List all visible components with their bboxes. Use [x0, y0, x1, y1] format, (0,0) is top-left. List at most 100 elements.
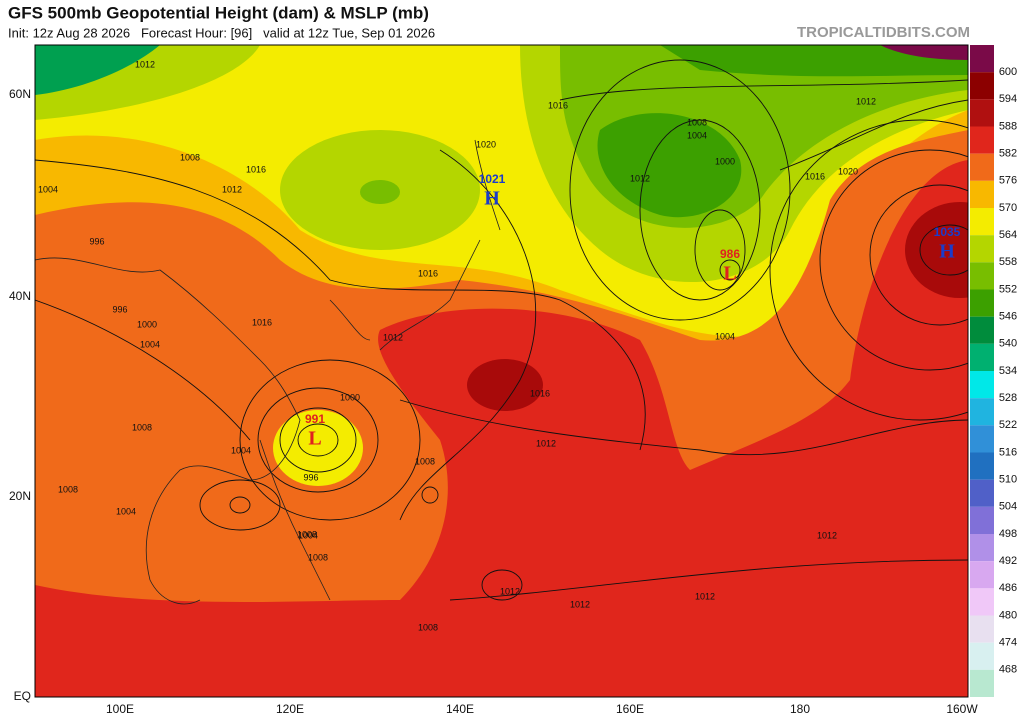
isobar-label: 1008 — [58, 484, 78, 494]
colorbar-cell — [970, 615, 994, 643]
isobar-label: 1012 — [383, 332, 403, 342]
isobar-label: 1012 — [570, 599, 590, 609]
pressure-center: H — [939, 241, 955, 263]
colorbar-cell — [970, 99, 994, 127]
colorbar-label: 480 — [999, 609, 1017, 621]
isobar-label: 1000 — [715, 156, 735, 166]
isobar-label: 1004 — [715, 331, 735, 341]
colorbar-label: 474 — [999, 637, 1017, 649]
colorbar-label: 582 — [999, 148, 1017, 160]
colorbar-label: 576 — [999, 175, 1017, 187]
isobar-label: 1000 — [137, 319, 157, 329]
colorbar-cell — [970, 153, 994, 181]
isobar-label: 1008 — [418, 622, 438, 632]
isobar-label: 1012 — [856, 96, 876, 106]
colorbar-label: 492 — [999, 555, 1017, 567]
colorbar-cell — [970, 534, 994, 562]
isobar-label: 1012 — [817, 530, 837, 540]
isobar-label: 1004 — [687, 130, 707, 140]
colorbar-cell — [970, 642, 994, 670]
colorbar-cell — [970, 262, 994, 290]
colorbar-label: 600 — [999, 66, 1017, 78]
isobar-label: 996 — [303, 472, 318, 482]
colorbar-cell — [970, 45, 994, 73]
colorbar-cell — [970, 398, 994, 426]
colorbar-label: 528 — [999, 392, 1017, 404]
subtitle: Init: 12z Aug 28 2026 Forecast Hour: [96… — [8, 25, 435, 40]
isobar-label: 1016 — [530, 388, 550, 398]
colorbar-label: 552 — [999, 283, 1017, 295]
colorbar-cell — [970, 72, 994, 100]
colorbar-cell — [970, 425, 994, 453]
colorbar-cell — [970, 289, 994, 317]
isobar-label: 996 — [89, 236, 104, 246]
colorbar-cell — [970, 588, 994, 616]
map-frame — [34, 44, 969, 698]
pressure-value: 1035 — [934, 225, 961, 239]
isobar-label: 1012 — [500, 586, 520, 596]
isobar-label: 1012 — [695, 591, 715, 601]
isobar-label: 1008 — [180, 152, 200, 162]
colorbar-label: 534 — [999, 365, 1017, 377]
isobar-label: 1012 — [536, 438, 556, 448]
lon-label: 160W — [946, 702, 978, 716]
map — [35, 45, 968, 697]
isobar-label: 1012 — [630, 173, 650, 183]
isobar-label: 1020 — [476, 139, 496, 149]
colorbar-label: 486 — [999, 582, 1017, 594]
isobar-label: 1008 — [308, 552, 328, 562]
isobar-label: 1004 — [116, 506, 136, 516]
colorbar-cell — [970, 452, 994, 480]
lon-label: 180 — [790, 702, 810, 716]
lat-label: 20N — [9, 489, 31, 503]
colorbar-cell — [970, 669, 994, 697]
pressure-center: L — [308, 428, 321, 450]
colorbar-label: 540 — [999, 338, 1017, 350]
colorbar-cell — [970, 371, 994, 399]
isobar-label: 996 — [112, 304, 127, 314]
isobar-label: 1004 — [298, 530, 318, 540]
isobar-label: 1016 — [246, 164, 266, 174]
colorbar-label: 558 — [999, 256, 1017, 268]
isobar-label: 1008 — [687, 117, 707, 127]
source: TROPICALTIDBITS.COM — [797, 24, 970, 41]
isobar-label: 1004 — [38, 184, 58, 194]
colorbar-label: 504 — [999, 501, 1017, 513]
isobar-label: 1012 — [135, 59, 155, 69]
pressure-center: H — [484, 188, 500, 210]
isobar-label: 1016 — [418, 268, 438, 278]
colorbar-cell — [970, 235, 994, 263]
pressure-center: L — [723, 263, 736, 285]
isobar-label: 1000 — [340, 392, 360, 402]
colorbar-cell — [970, 479, 994, 507]
isobar-label: 1004 — [231, 445, 251, 455]
isobar-label: 1020 — [838, 166, 858, 176]
colorbar-label: 564 — [999, 229, 1017, 241]
pressure-value: 1021 — [479, 172, 506, 186]
isobar-label: 1004 — [140, 339, 160, 349]
colorbar-label: 570 — [999, 202, 1017, 214]
colorbar-cell — [970, 126, 994, 154]
colorbar-label: 498 — [999, 528, 1017, 540]
colorbar-label: 516 — [999, 446, 1017, 458]
pressure-value: 991 — [305, 412, 325, 426]
colorbar-cell — [970, 343, 994, 371]
colorbar-cell — [970, 208, 994, 236]
colorbar-label: 594 — [999, 93, 1017, 105]
colorbar-label: 510 — [999, 474, 1017, 486]
colorbar-label: 588 — [999, 120, 1017, 132]
lon-label: 100E — [106, 702, 134, 716]
colorbar-cell — [970, 561, 994, 589]
isobar-label: 1008 — [415, 456, 435, 466]
isobar-label: 1016 — [252, 317, 272, 327]
colorbar-label: 468 — [999, 664, 1017, 676]
lon-label: 120E — [276, 702, 304, 716]
colorbar-cell — [970, 180, 994, 208]
isobar-label: 1016 — [805, 171, 825, 181]
pressure-value: 986 — [720, 247, 740, 261]
colorbar-cell — [970, 316, 994, 344]
isobar-label: 1008 — [297, 529, 317, 539]
colorbar-label: 522 — [999, 419, 1017, 431]
colorbar-cell — [970, 506, 994, 534]
